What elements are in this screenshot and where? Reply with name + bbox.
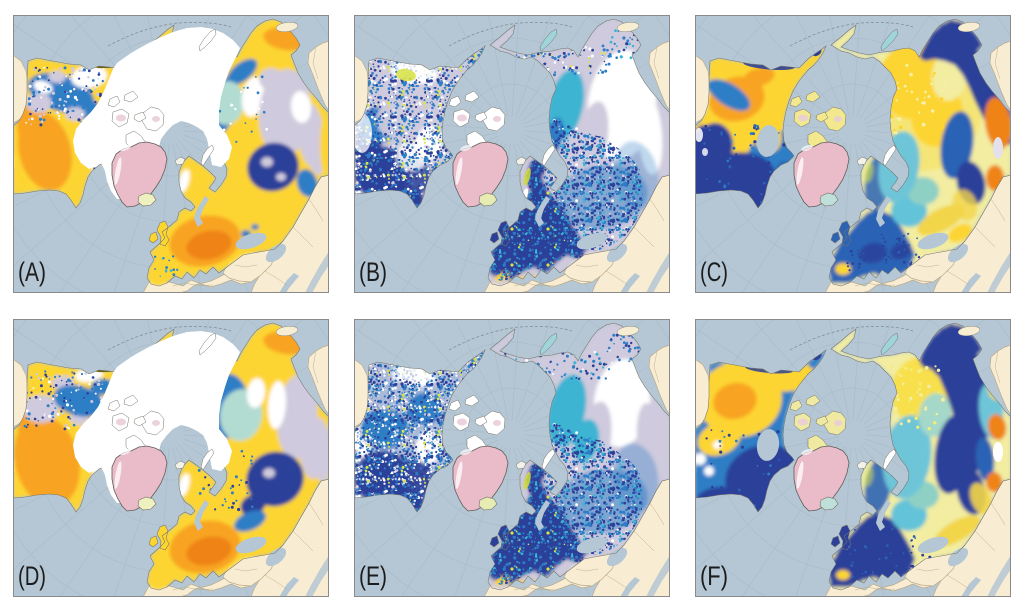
svg-text:(B): (B): [359, 257, 387, 287]
svg-text:(E): (E): [359, 561, 387, 591]
svg-text:(A): (A): [18, 257, 46, 287]
svg-text:(F): (F): [700, 561, 728, 591]
svg-text:(C): (C): [700, 257, 728, 287]
svg-text:(D): (D): [18, 561, 46, 591]
